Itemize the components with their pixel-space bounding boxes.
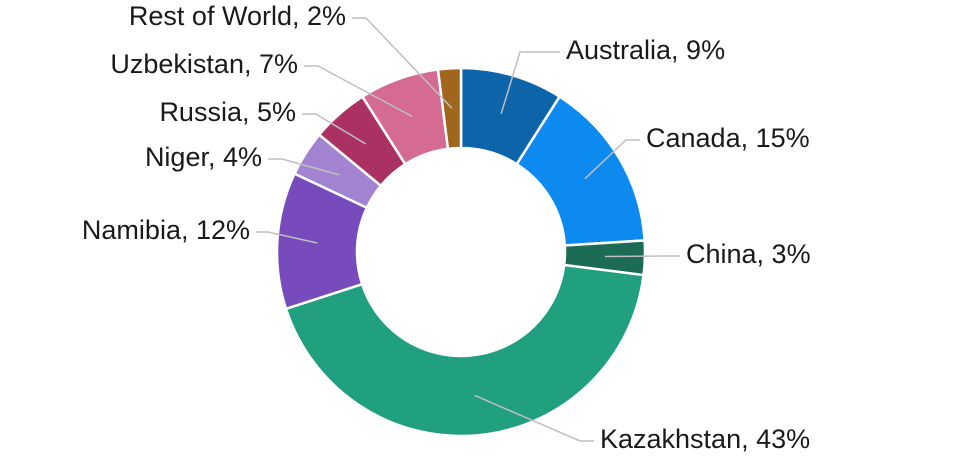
slice-label-kazakhstan: Kazakhstan, 43% bbox=[600, 424, 810, 454]
leader-line-canada bbox=[584, 139, 640, 180]
slice-label-canada: Canada, 15% bbox=[646, 123, 810, 153]
slice-label-niger: Niger, 4% bbox=[145, 142, 262, 172]
leader-lines-group bbox=[256, 17, 680, 442]
leader-line-niger bbox=[268, 158, 340, 176]
slice-label-russia: Russia, 5% bbox=[159, 97, 296, 127]
slice-label-uzbekistan: Uzbekistan, 7% bbox=[110, 49, 298, 79]
leader-line-russia bbox=[302, 113, 367, 145]
leader-line-china bbox=[604, 255, 680, 258]
slice-label-australia: Australia, 9% bbox=[566, 35, 725, 65]
leader-line-kazakhstan bbox=[474, 394, 594, 442]
slice-label-namibia: Namibia, 12% bbox=[82, 215, 250, 245]
slice-kazakhstan bbox=[284, 263, 645, 438]
leader-line-rest-of-world bbox=[352, 17, 453, 109]
slice-label-rest-of-world: Rest of World, 2% bbox=[129, 1, 346, 31]
leader-line-uzbekistan bbox=[304, 65, 413, 118]
leader-line-namibia bbox=[256, 231, 318, 244]
labels-group: Australia, 9% Canada, 15% China, 3% Kazakhs… bbox=[82, 1, 811, 454]
leader-line-australia bbox=[500, 51, 560, 114]
slice-rest-of-world bbox=[436, 66, 463, 151]
slice-label-china: China, 3% bbox=[686, 239, 811, 269]
